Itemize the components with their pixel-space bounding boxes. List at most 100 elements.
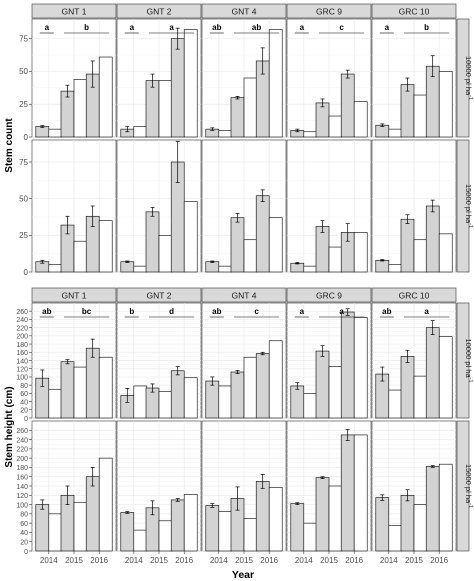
density-strip-label: 10000 pl ha-1 — [464, 338, 473, 382]
bar-gray — [400, 218, 415, 273]
y-tick-label: 160 — [16, 475, 28, 482]
bar-white — [353, 317, 368, 419]
bar-white — [218, 265, 233, 273]
x-tick-label: 2015 — [150, 556, 168, 565]
facet-strip — [31, 3, 117, 19]
facet-panel — [201, 139, 287, 273]
y-tick-label: 40 — [20, 399, 28, 406]
bar-gray — [205, 505, 220, 552]
facet-strip-label: GNT 1 — [62, 7, 87, 17]
bar-gray — [315, 226, 330, 273]
bar-white — [328, 115, 343, 138]
bar-white — [158, 391, 173, 419]
bar-white — [98, 56, 113, 138]
bar-white — [158, 80, 173, 138]
y-tick-label: 25 — [19, 100, 28, 109]
bar-white — [388, 128, 403, 138]
bar-gray — [315, 350, 330, 419]
y-tick-label: 140 — [16, 358, 28, 365]
facet-strip — [116, 3, 202, 19]
facet-panel — [371, 420, 457, 552]
bar-white — [303, 393, 318, 419]
facet-strip-label: GRC 10 — [399, 291, 430, 301]
bar-white — [328, 366, 343, 419]
y-tick-label: 60 — [20, 521, 28, 528]
bar-gray — [400, 494, 415, 552]
y-tick-label: 40 — [20, 530, 28, 537]
significance-letter: b — [424, 23, 429, 32]
y-tick-label: 240 — [16, 317, 28, 324]
facet-strip-label: GRC 9 — [316, 291, 342, 301]
facet-panel — [116, 139, 202, 273]
bar-white — [438, 71, 453, 138]
bar-gray — [145, 387, 160, 419]
x-tick-label: 2016 — [260, 556, 278, 565]
bar-white — [303, 265, 318, 273]
bar-white — [73, 240, 88, 273]
bar-white — [413, 239, 428, 273]
bar-white — [218, 385, 233, 419]
y-tick-label: 50 — [19, 67, 28, 76]
bar-white — [328, 485, 343, 552]
x-tick-label: 2014 — [125, 556, 143, 565]
significance-letter: b — [84, 23, 89, 32]
bar-white — [438, 233, 453, 273]
bar-white — [353, 232, 368, 273]
y-tick-label: 220 — [16, 447, 28, 454]
significance-letter: c — [339, 23, 344, 32]
y-tick-label: 140 — [16, 484, 28, 491]
bar-gray — [230, 97, 245, 138]
y-tick-label: 100 — [16, 502, 28, 509]
x-tick-label: 2016 — [175, 556, 193, 565]
bar-white — [353, 434, 368, 552]
facet-strip-label: GNT 4 — [232, 7, 257, 17]
facet-strip — [286, 3, 372, 19]
density-strip — [456, 420, 470, 552]
bar-white — [303, 522, 318, 552]
bar-white — [98, 356, 113, 419]
y-tick-label: 180 — [16, 465, 28, 472]
bar-white — [413, 94, 428, 138]
y-axis-title: Stem count — [4, 118, 15, 173]
bar-white — [48, 388, 63, 419]
bar-white — [388, 525, 403, 552]
bar-gray — [400, 356, 415, 419]
y-tick-label: 80 — [20, 512, 28, 519]
significance-letter: ab — [252, 23, 261, 32]
facet-strip-label: GNT 2 — [147, 291, 172, 301]
facet-panel — [201, 420, 287, 552]
y-tick-label: 260 — [16, 428, 28, 435]
bar-gray — [205, 380, 220, 419]
bar-gray — [255, 481, 270, 552]
x-tick-label: 2015 — [320, 556, 338, 565]
bar-gray — [120, 512, 135, 552]
bar-white — [48, 264, 63, 273]
y-tick-label: 75 — [19, 158, 28, 167]
y-tick-label: 260 — [16, 309, 28, 316]
density-strip-label: 10000 pl ha-1 — [464, 56, 473, 100]
x-tick-label: 2014 — [295, 556, 313, 565]
bar-gray — [340, 434, 355, 552]
facet-strip — [116, 287, 202, 303]
y-tick-label: 0 — [24, 133, 29, 142]
x-tick-label: 2016 — [90, 556, 108, 565]
x-tick-label: 2015 — [405, 556, 423, 565]
facet-strip-label: GNT 1 — [62, 291, 87, 301]
facet-panel: ab c — [201, 302, 287, 419]
x-tick-label: 2014 — [380, 556, 398, 565]
significance-letter: a — [385, 23, 390, 32]
bar-gray — [375, 124, 390, 138]
bar-gray — [400, 84, 415, 138]
facet-strip-label: GRC 9 — [316, 7, 342, 17]
bar-gray — [315, 477, 330, 552]
facet-strip-label: GNT 2 — [147, 7, 172, 17]
bar-white — [243, 239, 258, 273]
x-tick-label: 2015 — [65, 556, 83, 565]
bar-gray — [255, 353, 270, 419]
facet-strip — [201, 3, 287, 19]
y-tick-label: 75 — [19, 34, 28, 43]
bar-white — [98, 220, 113, 273]
y-tick-label: 0 — [24, 416, 28, 423]
